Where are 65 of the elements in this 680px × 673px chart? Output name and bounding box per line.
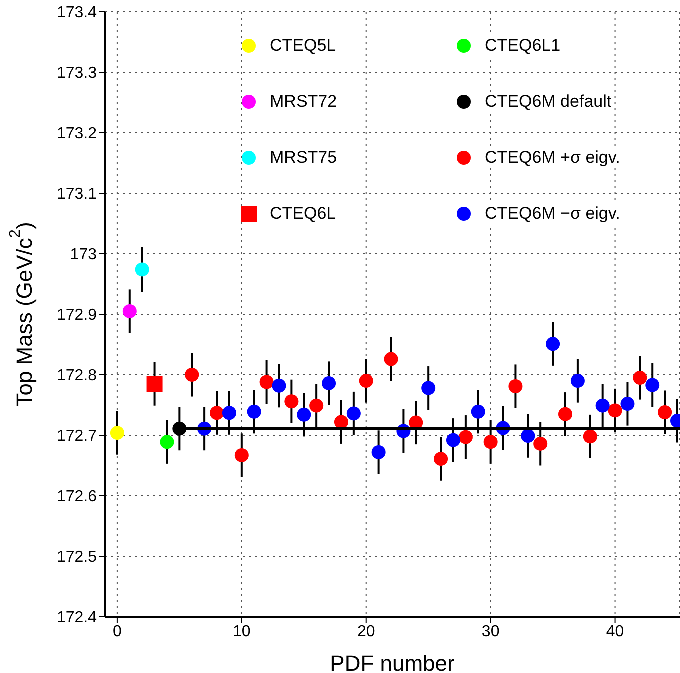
point — [534, 436, 548, 451]
point — [297, 408, 312, 422]
x-axis-title: PDF number — [330, 651, 455, 673]
legend-label: CTEQ5L — [270, 36, 336, 56]
point — [658, 406, 672, 420]
point — [471, 404, 486, 419]
point — [185, 368, 200, 382]
point — [322, 376, 336, 390]
point — [160, 435, 174, 450]
x-tick-label: 0 — [112, 623, 122, 640]
point — [247, 404, 262, 419]
legend-label: CTEQ6L — [270, 204, 336, 224]
point — [334, 415, 348, 430]
legend-label: MRST72 — [270, 92, 338, 112]
point — [310, 398, 324, 413]
legend-label: CTEQ6M +σ eigv. — [485, 148, 620, 168]
point — [646, 378, 660, 392]
legend-label: CTEQ6M default — [485, 92, 612, 112]
y-tick-label: 172.9 — [56, 307, 98, 324]
point — [359, 374, 374, 388]
point — [372, 445, 386, 460]
point — [346, 406, 361, 421]
point — [234, 448, 249, 462]
x-tick-label: 30 — [482, 623, 500, 640]
point — [284, 394, 299, 409]
point — [122, 304, 137, 318]
y-tick-label: 172.7 — [56, 428, 98, 446]
point — [272, 378, 286, 393]
x-tick-label: 40 — [606, 623, 624, 640]
legend-label: CTEQ6M −σ eigv. — [485, 204, 620, 224]
point — [135, 262, 150, 277]
point — [558, 407, 572, 422]
point — [384, 352, 398, 366]
y-tick-label: 173.1 — [56, 186, 98, 204]
x-tick-label: 10 — [233, 623, 251, 640]
point — [422, 381, 436, 396]
point — [570, 374, 585, 388]
y-tick-label: 173.3 — [56, 65, 98, 82]
y-tick-label: 172.4 — [56, 610, 98, 627]
y-tick-label: 172.8 — [56, 368, 98, 385]
point — [110, 426, 124, 440]
point — [222, 406, 236, 420]
point — [633, 371, 648, 386]
x-tick-label: 20 — [357, 623, 376, 640]
point — [260, 375, 274, 390]
point — [608, 404, 622, 418]
point — [484, 435, 498, 450]
legend-label: CTEQ6L1 — [485, 36, 561, 56]
point — [596, 398, 610, 413]
y-tick-label: 172.5 — [56, 549, 98, 566]
point — [146, 376, 163, 392]
legend-label: MRST75 — [270, 148, 338, 168]
point — [546, 337, 560, 352]
point — [521, 429, 536, 444]
y-tick-label: 172.6 — [56, 488, 98, 506]
point — [620, 397, 635, 412]
point — [446, 433, 460, 448]
y-tick-label: 173.4 — [56, 4, 98, 22]
point — [434, 452, 448, 466]
point — [583, 430, 598, 444]
y-tick-label: 173 — [70, 246, 98, 264]
point — [210, 406, 224, 420]
point — [458, 430, 473, 444]
point — [508, 379, 523, 394]
y-tick-label: 173.2 — [56, 126, 98, 143]
